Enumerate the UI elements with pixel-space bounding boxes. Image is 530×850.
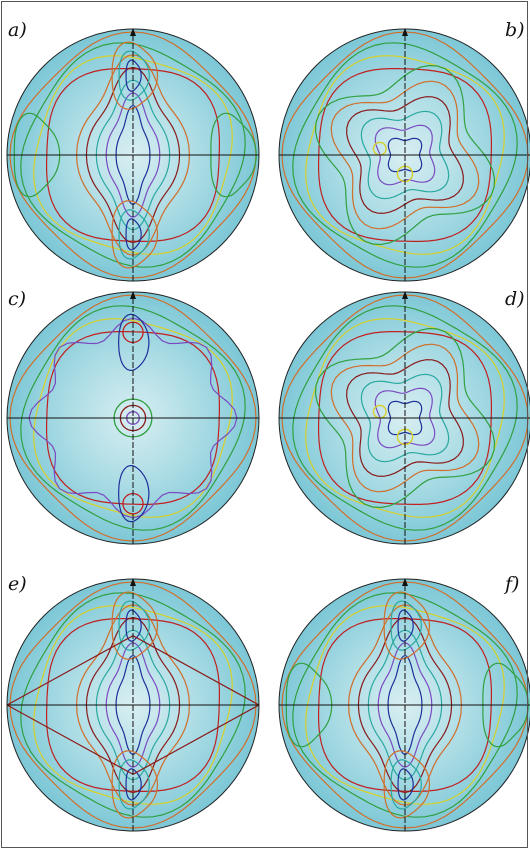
- pole-figure-3: [6, 291, 260, 545]
- pole-figure-5: [6, 578, 260, 832]
- pole-figure-2: [278, 28, 530, 282]
- arrow-up-icon: [402, 28, 408, 36]
- pole-figure-4: [278, 291, 530, 545]
- arrow-up-icon: [402, 291, 408, 299]
- arrow-up-icon: [402, 578, 408, 586]
- arrow-up-icon: [130, 291, 136, 299]
- panel-label: f): [503, 573, 519, 595]
- arrow-up-icon: [130, 28, 136, 36]
- panel-label: b): [505, 19, 525, 41]
- panel-label: a): [8, 19, 27, 41]
- pole-figure-1: [6, 28, 260, 282]
- pole-figure-6: [278, 578, 530, 832]
- panel-label: d): [505, 288, 525, 310]
- panel-label: e): [8, 573, 27, 595]
- panel-label: c): [8, 288, 26, 310]
- arrow-up-icon: [130, 578, 136, 586]
